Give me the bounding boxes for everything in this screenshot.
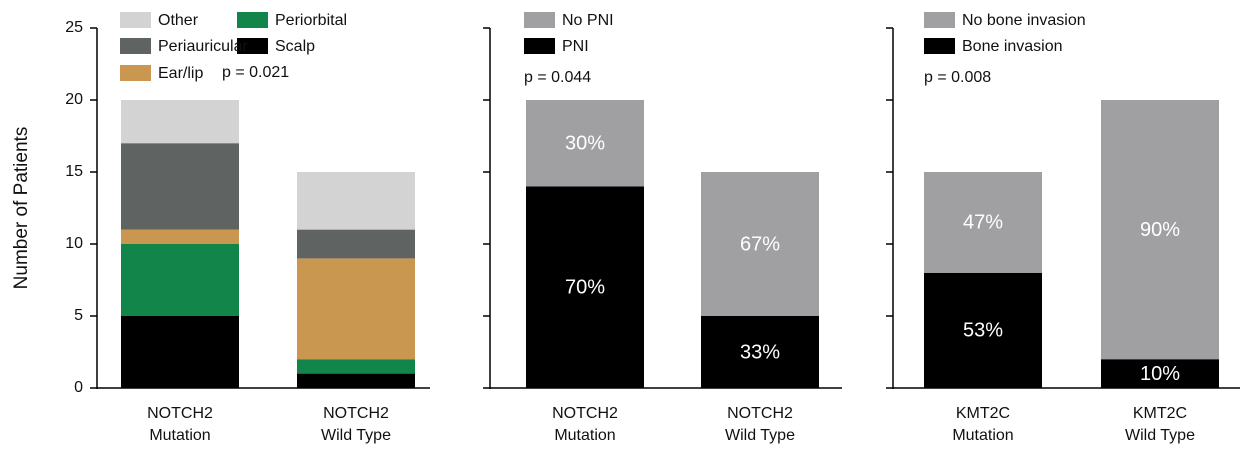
legend-swatch (924, 12, 955, 28)
y-tick-label: 10 (65, 235, 83, 252)
legend-swatch (120, 12, 151, 28)
legend-label: No PNI (562, 12, 614, 29)
bar-segment (297, 373, 415, 388)
value-label: 67% (740, 233, 780, 255)
value-label: 30% (565, 132, 605, 154)
x-tick-label: NOTCH2 (323, 405, 389, 422)
p-value-annotation: p = 0.021 (222, 64, 289, 81)
legend-swatch (237, 12, 268, 28)
bar-segment (121, 143, 239, 230)
legend-label: Bone invasion (962, 38, 1063, 55)
bar-segment (297, 229, 415, 259)
bar-segment (701, 172, 819, 316)
value-label: 47% (963, 212, 1003, 234)
legend-label: Periauricular (158, 38, 248, 55)
x-tick-label: Wild Type (1125, 427, 1195, 444)
bar-segment (121, 316, 239, 388)
bar-segment (121, 244, 239, 316)
value-label: 90% (1140, 219, 1180, 241)
bar-segment (924, 272, 1042, 388)
bar-segment (297, 258, 415, 360)
x-tick-label: KMT2C (1133, 405, 1187, 422)
y-tick-label: 20 (65, 91, 83, 108)
x-tick-label: Wild Type (321, 427, 391, 444)
bar-segment (121, 100, 239, 144)
legend-swatch (237, 38, 268, 54)
legend-label: Other (158, 12, 199, 29)
bar-segment (297, 359, 415, 374)
bar-segment (297, 172, 415, 230)
bar-segment (526, 100, 644, 187)
legend-swatch (924, 38, 955, 54)
legend-swatch (120, 65, 151, 81)
bar-segment (1101, 100, 1219, 360)
y-tick-label: 5 (74, 307, 83, 324)
x-tick-label: NOTCH2 (727, 405, 793, 422)
bar-segment (1101, 359, 1219, 388)
legend-label: PNI (562, 38, 589, 55)
legend-swatch (120, 38, 151, 54)
x-tick-label: KMT2C (956, 405, 1010, 422)
legend-label: No bone invasion (962, 12, 1086, 29)
x-tick-label: Wild Type (725, 427, 795, 444)
x-tick-label: Mutation (149, 427, 210, 444)
legend-label: Scalp (275, 38, 315, 55)
bar-segment (924, 172, 1042, 273)
y-tick-label: 15 (65, 163, 83, 180)
value-label: 70% (565, 276, 605, 298)
p-value-annotation: p = 0.008 (924, 69, 991, 86)
x-tick-label: Mutation (952, 427, 1013, 444)
x-tick-label: NOTCH2 (147, 405, 213, 422)
value-label: 33% (740, 341, 780, 363)
legend-swatch (524, 38, 555, 54)
x-tick-label: NOTCH2 (552, 405, 618, 422)
x-tick-label: Mutation (554, 427, 615, 444)
legend-swatch (524, 12, 555, 28)
bar-segment (121, 229, 239, 244)
bar-segment (526, 186, 644, 388)
legend-label: Periorbital (275, 12, 347, 29)
y-tick-label: 25 (65, 19, 83, 36)
y-axis-title: Number of Patients (11, 127, 32, 290)
legend-label: Ear/lip (158, 65, 203, 82)
value-label: 53% (963, 320, 1003, 342)
bar-segment (701, 316, 819, 388)
value-label: 10% (1140, 363, 1180, 385)
p-value-annotation: p = 0.044 (524, 69, 591, 86)
y-tick-label: 0 (74, 379, 83, 396)
